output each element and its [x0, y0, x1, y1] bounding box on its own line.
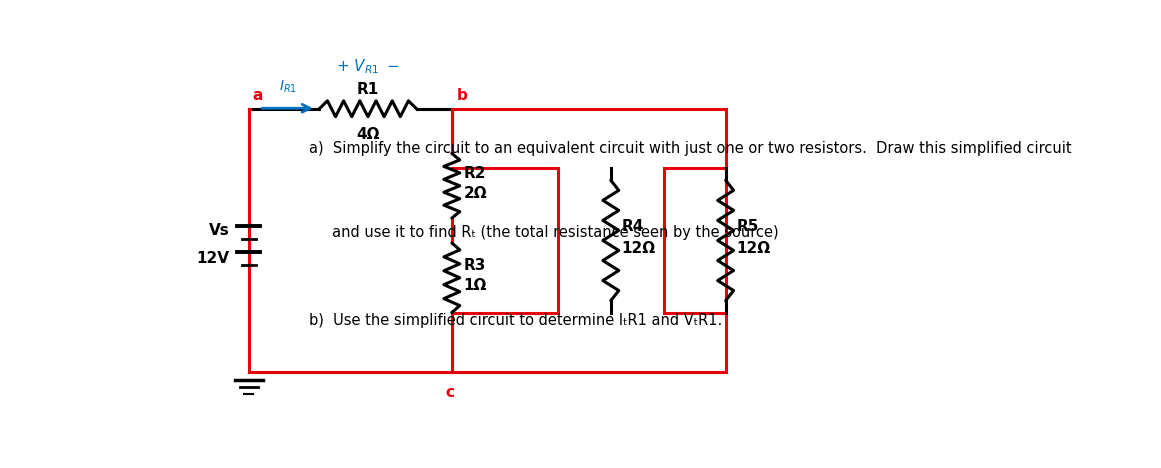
Text: 12Ω: 12Ω — [736, 241, 771, 256]
Text: and use it to find Rₜ (the total resistance seen by the source): and use it to find Rₜ (the total resista… — [309, 225, 779, 240]
Text: b)  Use the simplified circuit to determine IₜR1 and VₜR1.: b) Use the simplified circuit to determi… — [309, 313, 722, 328]
Text: a: a — [252, 88, 262, 103]
Text: 1Ω: 1Ω — [463, 278, 486, 292]
Text: $+\ V_{R1}\ -$: $+\ V_{R1}\ -$ — [336, 57, 399, 76]
Text: 2Ω: 2Ω — [463, 186, 486, 201]
Text: b: b — [457, 88, 468, 103]
Text: R5: R5 — [736, 219, 758, 234]
Text: $I_{R1}$: $I_{R1}$ — [279, 79, 296, 95]
Text: 12V: 12V — [196, 251, 229, 266]
Text: 4Ω: 4Ω — [356, 127, 380, 142]
Text: a)  Simplify the circuit to an equivalent circuit with just one or two resistors: a) Simplify the circuit to an equivalent… — [309, 141, 1072, 156]
Text: Vs: Vs — [209, 224, 229, 239]
Text: R1: R1 — [356, 82, 378, 97]
Text: R2: R2 — [463, 166, 485, 181]
Text: R4: R4 — [621, 219, 644, 234]
Text: c: c — [446, 385, 455, 400]
Text: R3: R3 — [463, 258, 485, 273]
Text: 12Ω: 12Ω — [621, 241, 656, 256]
